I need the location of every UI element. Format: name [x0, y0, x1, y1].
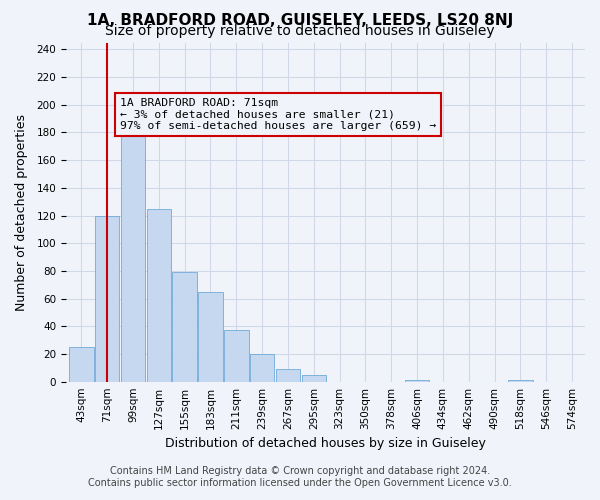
Bar [172, 272, 197, 382]
Bar [405, 380, 430, 382]
Y-axis label: Number of detached properties: Number of detached properties [15, 114, 28, 310]
Text: Contains HM Land Registry data © Crown copyright and database right 2024.
Contai: Contains HM Land Registry data © Crown c… [88, 466, 512, 487]
Bar [508, 380, 533, 382]
Text: Size of property relative to detached houses in Guiseley: Size of property relative to detached ho… [105, 24, 495, 38]
Bar [302, 375, 326, 382]
Bar [275, 369, 300, 382]
Text: 1A, BRADFORD ROAD, GUISELEY, LEEDS, LS20 8NJ: 1A, BRADFORD ROAD, GUISELEY, LEEDS, LS20… [87, 12, 513, 28]
Text: 1A BRADFORD ROAD: 71sqm
← 3% of detached houses are smaller (21)
97% of semi-det: 1A BRADFORD ROAD: 71sqm ← 3% of detached… [120, 98, 436, 131]
Bar [95, 216, 119, 382]
Bar [198, 292, 223, 382]
Bar [146, 208, 171, 382]
Bar [69, 347, 94, 382]
Bar [250, 354, 274, 382]
Bar [121, 109, 145, 382]
Bar [224, 330, 248, 382]
X-axis label: Distribution of detached houses by size in Guiseley: Distribution of detached houses by size … [165, 437, 486, 450]
